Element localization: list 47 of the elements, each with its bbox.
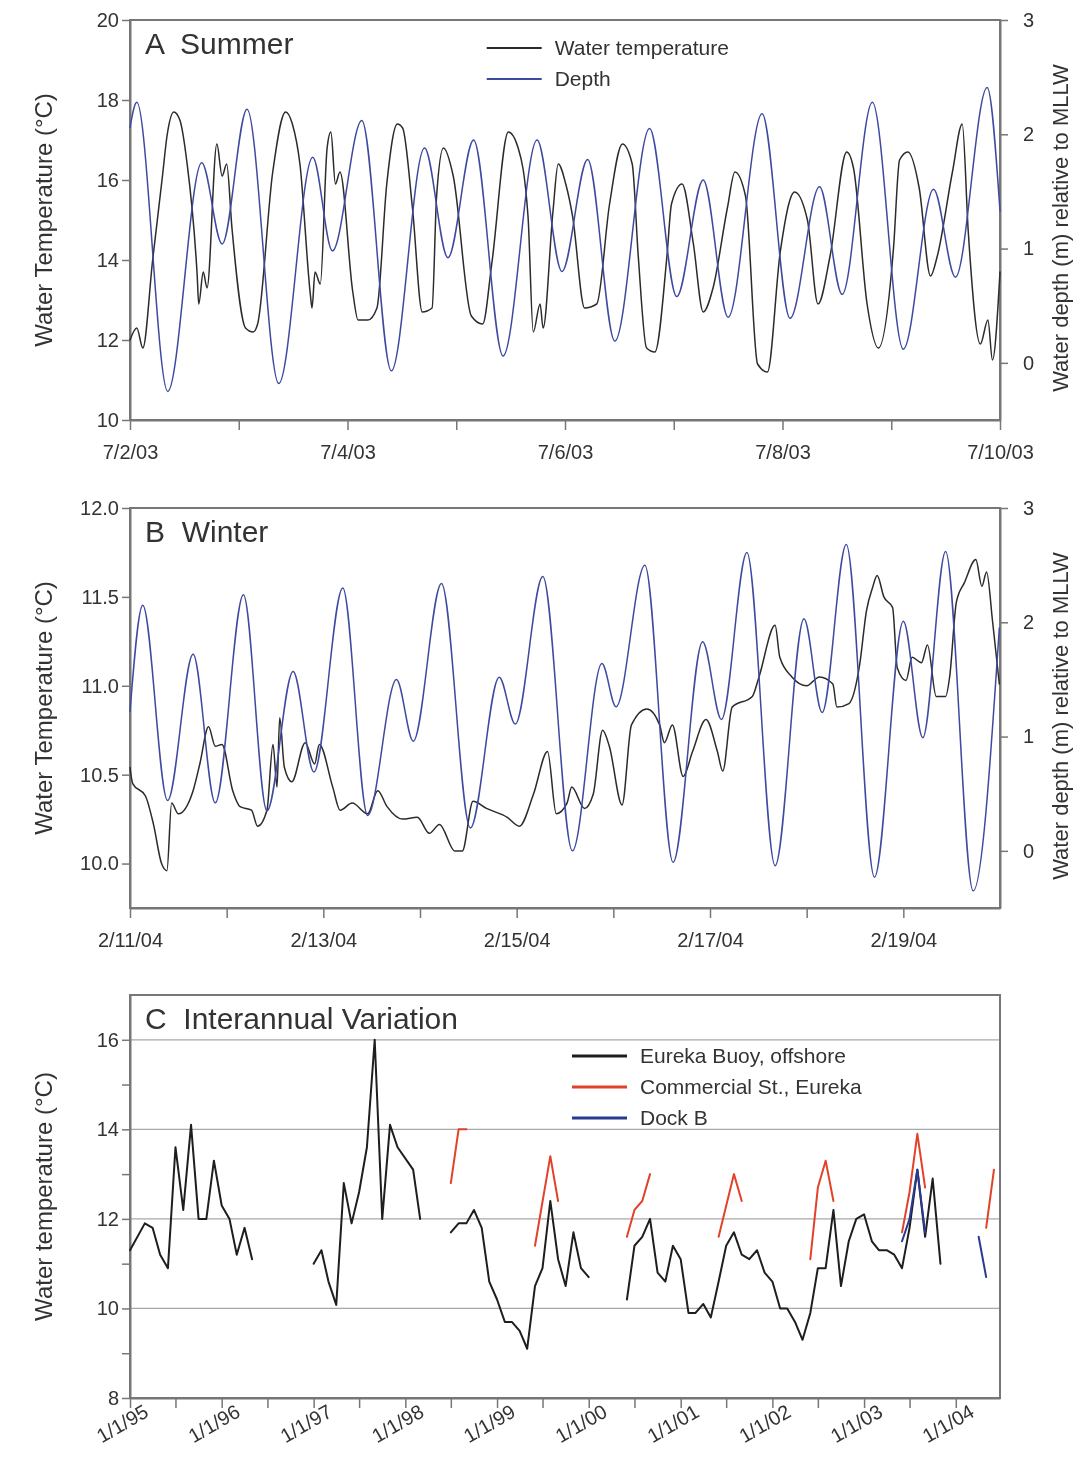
legend-label: Eureka Buoy, offshore — [640, 1044, 846, 1067]
legend-label: Water temperature — [554, 36, 729, 59]
y-axis-title: Water Temperature (°C) — [30, 581, 57, 835]
y2-tick-label: 2 — [1023, 611, 1035, 634]
y-tick-label: 16 — [96, 1028, 119, 1051]
legend-label: Commercial St., Eureka — [640, 1075, 863, 1098]
y-tick-label: 12 — [96, 328, 119, 351]
y-tick-label: 18 — [96, 88, 119, 111]
chart-title: B Winter — [145, 515, 269, 548]
y-tick-label: 12.0 — [80, 496, 119, 519]
x-tick-label: 7/4/03 — [320, 441, 376, 463]
y2-tick-label: 0 — [1023, 839, 1035, 862]
y2-tick-label: 2 — [1023, 123, 1035, 146]
y2-tick-label: 3 — [1023, 8, 1035, 31]
chart-title: C Interannual Variation — [145, 1002, 458, 1035]
x-tick-label: 7/8/03 — [755, 441, 811, 463]
x-tick-label: 2/17/04 — [677, 929, 744, 951]
y2-axis-title: Water depth (m) relative to MLLW — [1048, 551, 1073, 880]
legend-label: Depth — [554, 67, 611, 90]
y-tick-label: 10 — [96, 408, 119, 431]
y-axis-title: Water temperature (°C) — [30, 1072, 57, 1321]
y-tick-label: 11.5 — [81, 585, 119, 608]
y2-tick-label: 1 — [1023, 725, 1035, 748]
y2-tick-label: 1 — [1023, 237, 1035, 260]
y2-tick-label: 3 — [1023, 496, 1035, 519]
x-tick-label: 7/10/03 — [967, 441, 1034, 463]
x-tick-label: 2/19/04 — [870, 929, 938, 951]
y-tick-label: 16 — [96, 168, 119, 191]
y-tick-label: 14 — [96, 1118, 119, 1141]
y-tick-label: 10.0 — [80, 852, 119, 875]
y-tick-label: 11.0 — [81, 674, 119, 697]
y2-tick-label: 0 — [1023, 351, 1035, 374]
y2-axis-title: Water depth (m) relative to MLLW — [1048, 63, 1073, 392]
x-tick-label: 2/15/04 — [483, 929, 551, 951]
y-tick-label: 20 — [96, 8, 119, 31]
x-tick-label: 2/11/04 — [97, 929, 164, 951]
x-tick-label: 7/6/03 — [537, 441, 594, 463]
y-tick-label: 10 — [96, 1297, 119, 1320]
y-axis-title: Water Temperature (°C) — [30, 93, 57, 347]
legend-label: Dock B — [640, 1106, 708, 1129]
y-tick-label: 14 — [96, 248, 119, 271]
y-tick-label: 10.5 — [80, 763, 119, 786]
x-tick-label: 7/2/03 — [102, 441, 159, 463]
chart-title: A Summer — [145, 27, 294, 60]
y-tick-label: 8 — [107, 1386, 119, 1409]
y-tick-label: 12 — [96, 1207, 119, 1230]
x-tick-label: 2/13/04 — [290, 929, 358, 951]
